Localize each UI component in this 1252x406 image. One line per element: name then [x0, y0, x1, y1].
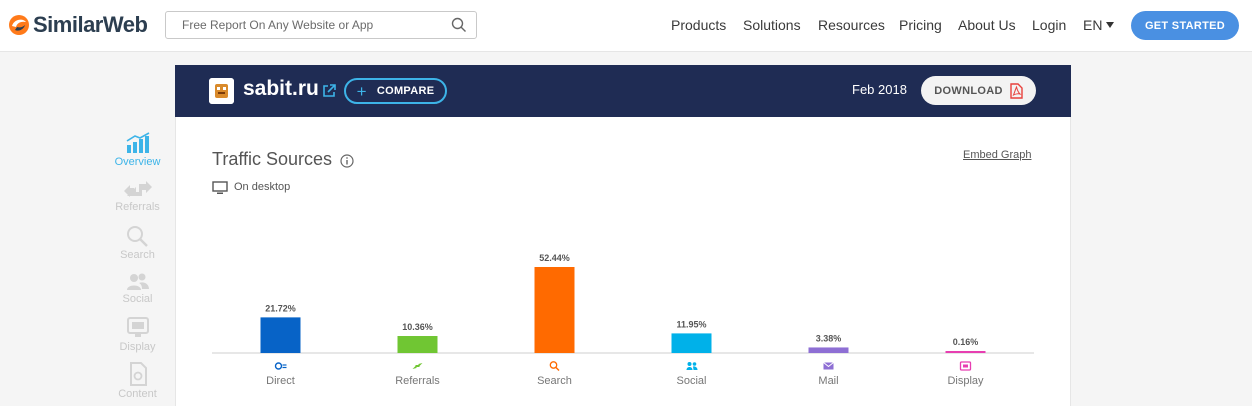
sidebar-item-search[interactable]: Search: [100, 225, 175, 261]
direct-icon: [274, 362, 287, 370]
category-label-search: Search: [537, 375, 572, 387]
brand-logo[interactable]: SimilarWeb: [8, 12, 148, 38]
data-label-mail: 3.38%: [816, 333, 842, 343]
report-period: Feb 2018: [852, 82, 907, 97]
info-icon[interactable]: [340, 154, 354, 168]
embed-graph-link[interactable]: Embed Graph: [963, 149, 1032, 161]
category-label-direct: Direct: [266, 375, 295, 387]
external-link-icon[interactable]: [322, 84, 336, 98]
document-icon: [129, 362, 147, 386]
nav-products[interactable]: Products: [671, 17, 727, 33]
sidebar-item-label: Content: [118, 388, 157, 400]
nav-pricing[interactable]: Pricing: [899, 17, 942, 33]
display-icon: [959, 361, 972, 371]
data-label-display: 0.16%: [953, 337, 979, 347]
sidebar-item-label: Display: [119, 341, 156, 353]
category-label-social: Social: [677, 375, 707, 387]
category-label-referrals: Referrals: [395, 375, 440, 387]
bar-mail[interactable]: [808, 347, 849, 353]
traffic-sources-card: Traffic Sources Embed Graph On desktop 2…: [175, 117, 1071, 406]
bar-display[interactable]: [945, 351, 986, 353]
compare-label: COMPARE: [376, 85, 435, 97]
search-icon[interactable]: [451, 17, 467, 33]
bar-social[interactable]: [671, 333, 712, 353]
bar-chart-icon: [126, 132, 149, 153]
category-label-mail: Mail: [818, 375, 838, 387]
pdf-icon: [1009, 82, 1023, 99]
download-button[interactable]: DOWNLOAD: [921, 76, 1036, 105]
card-title: Traffic Sources: [212, 149, 333, 169]
search-input[interactable]: [166, 12, 436, 38]
get-started-button[interactable]: GET STARTED: [1131, 11, 1239, 40]
category-label-display: Display: [947, 375, 984, 387]
sidebar: Overview Referrals Search Social Display: [100, 118, 175, 406]
nav-resources[interactable]: Resources: [818, 17, 885, 33]
sidebar-item-overview[interactable]: Overview: [100, 132, 175, 168]
sidebar-item-label: Search: [120, 249, 155, 261]
site-search: [165, 11, 477, 39]
data-label-social: 11.95%: [676, 319, 706, 329]
sidebar-item-social[interactable]: Social: [100, 273, 175, 305]
referrals-arrows-icon: [123, 181, 152, 197]
site-domain: sabit.ru: [243, 77, 319, 100]
language-selector[interactable]: EN: [1083, 17, 1115, 33]
language-label: EN: [1083, 17, 1103, 33]
traffic-sources-chart: 21.72% Direct 10.36% Referrals 52.44% Search 1…: [212, 253, 1034, 387]
sidebar-item-display[interactable]: Display: [100, 317, 175, 353]
nav-about-us[interactable]: About Us: [958, 17, 1016, 33]
bar-search[interactable]: [534, 267, 575, 353]
data-label-referrals: 10.36%: [402, 322, 433, 332]
sidebar-item-label: Overview: [114, 156, 161, 168]
nav-solutions[interactable]: Solutions: [743, 17, 801, 33]
sidebar-item-label: Social: [122, 293, 153, 305]
sidebar-item-content[interactable]: Content: [100, 362, 175, 400]
mail-icon: [823, 362, 834, 370]
people-icon: [126, 273, 149, 290]
display-ad-icon: [126, 317, 149, 337]
bar-referrals[interactable]: [397, 336, 438, 353]
site-header: sabit.ru + COMPARE Feb 2018 DOWNLOAD: [175, 65, 1071, 117]
search-icon: [549, 361, 560, 371]
similarweb-logo-icon: [9, 15, 29, 35]
bar-direct[interactable]: [260, 317, 301, 353]
desktop-icon: [212, 181, 228, 194]
data-label-direct: 21.72%: [265, 303, 296, 313]
caret-down-icon: [1106, 22, 1115, 28]
top-navigation: SimilarWeb Products Solutions Resources …: [0, 0, 1252, 52]
compare-button[interactable]: + COMPARE: [344, 78, 447, 104]
download-label: DOWNLOAD: [934, 84, 1003, 97]
sidebar-item-label: Referrals: [115, 201, 160, 213]
referrals-icon: [412, 363, 423, 369]
device-label: On desktop: [234, 181, 291, 193]
magnifier-icon: [126, 226, 148, 247]
social-icon: [686, 362, 698, 370]
site-favicon-icon: [209, 78, 234, 104]
brand-name: SimilarWeb: [33, 12, 148, 37]
nav-login[interactable]: Login: [1032, 17, 1067, 33]
plus-icon: +: [356, 81, 367, 101]
sidebar-item-referrals[interactable]: Referrals: [100, 181, 175, 213]
data-label-search: 52.44%: [539, 253, 570, 263]
